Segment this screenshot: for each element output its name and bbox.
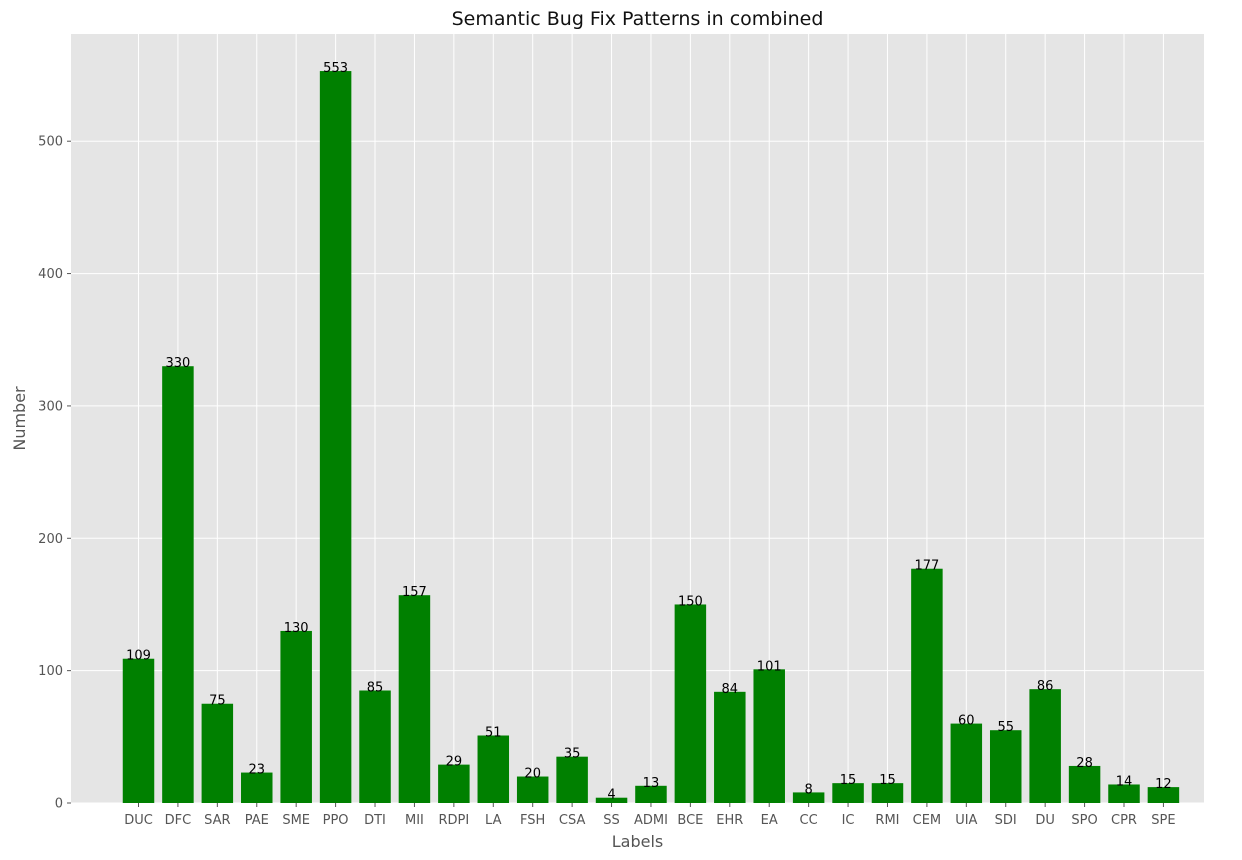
- x-tick-label: DU: [1035, 813, 1055, 828]
- x-tick-label: PAE: [245, 813, 269, 828]
- bar-cem: [911, 568, 943, 803]
- bar-value-label: 101: [757, 659, 782, 674]
- y-axis-title: Number: [10, 386, 29, 451]
- y-tick-label: 200: [38, 532, 63, 547]
- bar-cpr: [1108, 784, 1140, 803]
- bar-mii: [398, 595, 431, 803]
- bar-value-label: 84: [722, 682, 739, 697]
- bar-la: [477, 735, 510, 803]
- y-tick-label: 300: [38, 399, 63, 414]
- x-tick-label: SPE: [1151, 813, 1175, 828]
- x-tick-label: SS: [603, 813, 620, 828]
- bar-rmi: [871, 783, 904, 803]
- chart-title: Semantic Bug Fix Patterns in combined: [452, 8, 824, 30]
- bar-value-label: 13: [643, 776, 660, 791]
- bar-sme: [280, 630, 312, 803]
- bar-ea: [753, 669, 785, 803]
- x-tick-label: DFC: [165, 813, 192, 828]
- x-tick-label: EHR: [716, 813, 743, 828]
- x-tick-label: CPR: [1111, 813, 1137, 828]
- y-tick-label: 0: [55, 797, 63, 812]
- bar-du: [1029, 689, 1061, 803]
- bar-ppo: [319, 71, 352, 803]
- x-tick-label: SDI: [995, 813, 1017, 828]
- bar-value-label: 23: [248, 763, 265, 778]
- x-axis-title: Labels: [612, 832, 664, 851]
- x-tick-label: EA: [761, 813, 778, 828]
- bar-value-label: 553: [323, 61, 348, 76]
- bar-dfc: [162, 366, 194, 803]
- y-tick-label: 500: [38, 135, 63, 150]
- y-tick-label: 100: [38, 664, 63, 679]
- bar-value-label: 177: [914, 559, 939, 574]
- bar-value-label: 51: [485, 725, 502, 740]
- x-tick-label: RMI: [875, 813, 899, 828]
- x-tick-label: ADMI: [634, 813, 668, 828]
- bar-value-label: 330: [166, 356, 191, 371]
- bar-ic: [832, 783, 864, 803]
- bar-value-label: 86: [1037, 679, 1054, 694]
- bars: [122, 71, 1180, 803]
- bar-value-labels: 109 330 75 23 130 553 85 157 29 51 20 35 4 13 150 84 101…: [126, 61, 1172, 803]
- bar-value-label: 130: [284, 621, 309, 636]
- bar-pae: [241, 772, 273, 803]
- bar-value-label: 35: [564, 747, 581, 762]
- bar-value-label: 109: [126, 649, 151, 664]
- x-tick-label: CSA: [559, 813, 586, 828]
- x-tick-label: FSH: [520, 813, 545, 828]
- bar-value-label: 75: [209, 694, 226, 709]
- bar-spo: [1068, 765, 1101, 803]
- bar-value-label: 157: [402, 585, 427, 600]
- bar-value-label: 55: [997, 720, 1014, 735]
- bar-value-label: 28: [1076, 756, 1093, 771]
- x-tick-label: SAR: [204, 813, 230, 828]
- bar-sdi: [989, 730, 1022, 803]
- bar-sar: [201, 703, 234, 803]
- plot-area: [71, 34, 1204, 803]
- bar-cc: [792, 792, 825, 803]
- bar-value-label: 150: [678, 594, 703, 609]
- bar-value-label: 8: [804, 782, 812, 797]
- x-tick-label: RDPI: [439, 813, 470, 828]
- bar-value-label: 14: [1116, 774, 1133, 789]
- bar-ehr: [714, 691, 746, 803]
- bar-duc: [122, 658, 155, 803]
- x-tick-label: CC: [800, 813, 818, 828]
- x-tick-label: IC: [842, 813, 855, 828]
- bar-value-label: 15: [840, 773, 857, 788]
- bar-dti: [359, 690, 391, 803]
- bar-value-label: 60: [958, 714, 975, 729]
- bar-value-label: 4: [607, 788, 615, 803]
- bar-rdpi: [438, 764, 470, 803]
- bar-ss: [595, 797, 628, 803]
- bar-value-label: 85: [367, 680, 384, 695]
- x-tick-label: SME: [282, 813, 310, 828]
- axis-ticks: 0 100 200 300 400 500 DUC DFC SAR PAE SME PPO DTI MII…: [38, 135, 1175, 828]
- bar-value-label: 20: [524, 767, 541, 782]
- bar-bce: [674, 604, 707, 803]
- x-tick-label: CEM: [913, 813, 942, 828]
- bar-fsh: [516, 776, 549, 803]
- x-tick-label: PPO: [323, 813, 349, 828]
- x-tick-label: LA: [485, 813, 502, 828]
- bar-admi: [635, 785, 667, 803]
- x-tick-label: DUC: [124, 813, 153, 828]
- bar-spe: [1147, 787, 1180, 803]
- x-tick-label: DTI: [364, 813, 386, 828]
- x-tick-label: SPO: [1071, 813, 1097, 828]
- bar-uia: [950, 723, 983, 803]
- bar-value-label: 12: [1155, 777, 1172, 792]
- x-tick-label: MII: [405, 813, 424, 828]
- bar-value-label: 29: [446, 755, 463, 770]
- y-tick-label: 400: [38, 267, 63, 282]
- bar-csa: [556, 756, 588, 803]
- bar-value-label: 15: [879, 773, 896, 788]
- x-tick-label: UIA: [955, 813, 977, 828]
- x-tick-label: BCE: [677, 813, 703, 828]
